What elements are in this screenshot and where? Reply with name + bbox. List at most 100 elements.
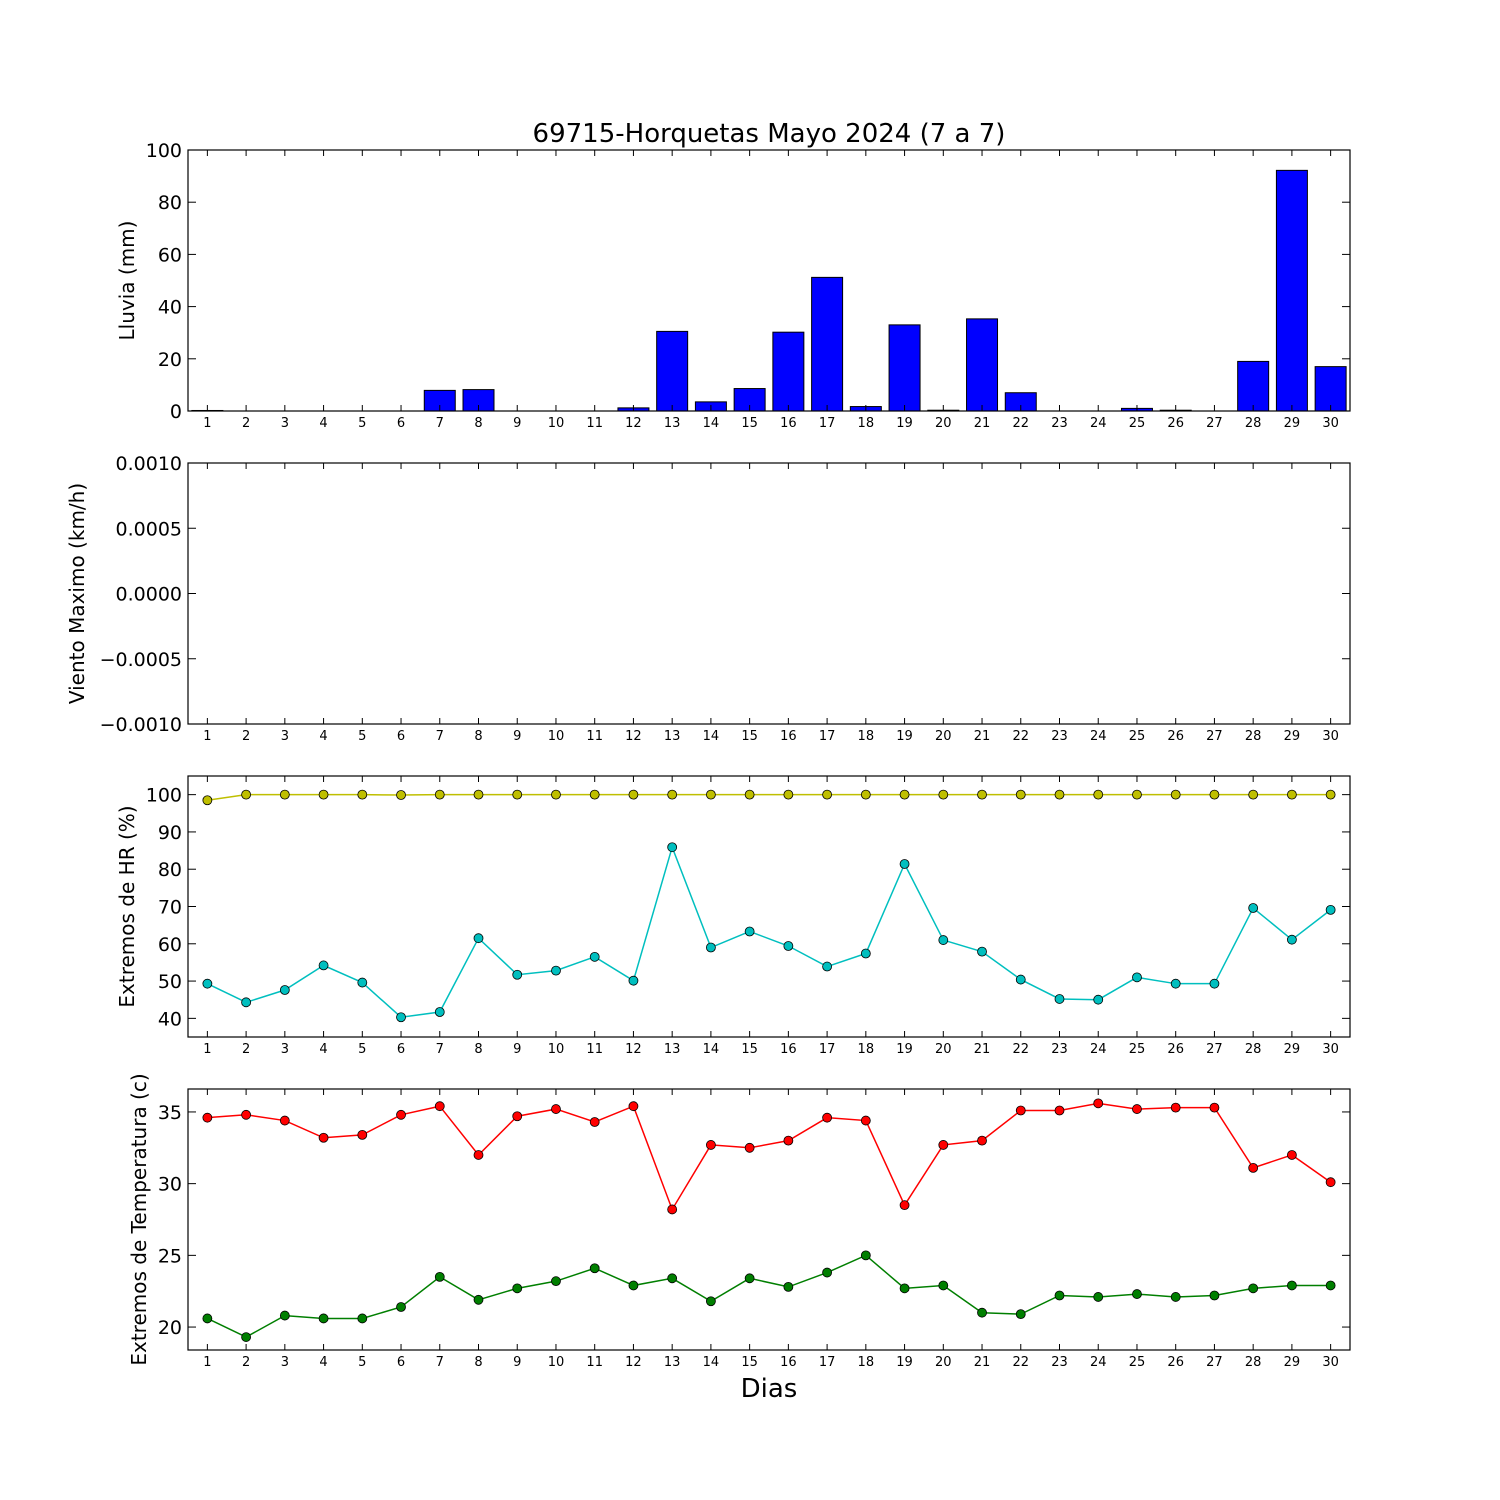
temperature-xtick-label: 25 bbox=[1129, 1355, 1146, 1370]
humidity-data-point bbox=[1015, 974, 1026, 985]
wind-xtick-label: 5 bbox=[358, 729, 366, 744]
humidity-xtick-label: 23 bbox=[1051, 1042, 1068, 1057]
humidity-data-point bbox=[512, 969, 523, 980]
humidity-xtick-label: 9 bbox=[513, 1042, 521, 1057]
temperature-data-point bbox=[977, 1135, 987, 1146]
temperature-xtick-label: 23 bbox=[1051, 1355, 1068, 1370]
humidity-xtick-label: 20 bbox=[935, 1042, 952, 1057]
humidity-xtick-label: 28 bbox=[1245, 1042, 1262, 1057]
temperature-xtick-label: 19 bbox=[896, 1355, 913, 1370]
wind-xtick-label: 14 bbox=[703, 729, 720, 744]
temperature-xtick-label: 15 bbox=[741, 1355, 758, 1370]
rain-xtick-label: 11 bbox=[586, 416, 603, 431]
humidity-data-point bbox=[551, 965, 561, 976]
rain-ytick-label: 0 bbox=[170, 401, 182, 423]
temperature-data-point bbox=[473, 1294, 484, 1305]
humidity-data-point bbox=[1287, 934, 1297, 945]
humidity-xtick-label: 18 bbox=[858, 1042, 875, 1057]
humidity-data-point bbox=[977, 946, 987, 957]
rain-xtick-label: 21 bbox=[974, 416, 991, 431]
rain-xtick-label: 22 bbox=[1012, 416, 1029, 431]
rain-xtick-label: 20 bbox=[935, 416, 952, 431]
rain-xtick-label: 30 bbox=[1322, 416, 1339, 431]
humidity-xtick-label: 3 bbox=[281, 1042, 289, 1057]
temperature-data-point bbox=[241, 1109, 252, 1120]
humidity-data-point bbox=[1209, 789, 1220, 800]
rain-xtick-label: 17 bbox=[819, 416, 836, 431]
humidity-data-point bbox=[822, 789, 832, 800]
humidity-data-point bbox=[589, 789, 600, 800]
humidity-data-point bbox=[628, 975, 639, 986]
humidity-data-point bbox=[744, 789, 755, 800]
humidity-data-point bbox=[473, 789, 484, 800]
temperature-data-point bbox=[202, 1313, 213, 1324]
humidity-data-point bbox=[241, 997, 252, 1008]
wind-xtick-label: 13 bbox=[664, 729, 681, 744]
humidity-xtick-label: 29 bbox=[1284, 1042, 1301, 1057]
temperature-data-point bbox=[396, 1302, 406, 1312]
temperature-data-point bbox=[899, 1200, 910, 1211]
humidity-data-point bbox=[860, 789, 871, 800]
temperature-data-point bbox=[279, 1115, 290, 1126]
temperature-data-point bbox=[1054, 1105, 1065, 1116]
humidity-data-point bbox=[1132, 789, 1142, 800]
rain-ytick-label: 60 bbox=[158, 244, 182, 266]
temperature-data-point bbox=[822, 1267, 832, 1278]
rain-ytick-label: 100 bbox=[146, 140, 182, 162]
humidity-data-point bbox=[899, 859, 910, 869]
rain-xtick-label: 7 bbox=[436, 416, 444, 431]
wind-xtick-label: 16 bbox=[780, 729, 797, 744]
humidity-data-point bbox=[589, 951, 600, 962]
temperature-data-point bbox=[318, 1313, 329, 1324]
temperature-data-point bbox=[860, 1115, 871, 1126]
wind-ytick-label: 0.0000 bbox=[116, 584, 182, 606]
humidity-data-point bbox=[1170, 978, 1181, 989]
temperature-data-point bbox=[551, 1276, 561, 1287]
humidity-data-point bbox=[822, 961, 832, 972]
temperature-data-point bbox=[512, 1111, 523, 1122]
temperature-xtick-label: 4 bbox=[319, 1355, 327, 1370]
humidity-data-point bbox=[241, 789, 252, 800]
temperature-data-point bbox=[1054, 1290, 1065, 1301]
temperature-axes-frame bbox=[187, 1088, 1351, 1351]
humidity-xtick-label: 7 bbox=[436, 1042, 444, 1057]
wind-ytick-label: 0.0005 bbox=[116, 518, 182, 540]
temperature-data-point bbox=[938, 1140, 949, 1150]
humidity-xtick-label: 22 bbox=[1012, 1042, 1029, 1057]
humidity-xtick-label: 6 bbox=[397, 1042, 405, 1057]
humidity-data-point bbox=[279, 789, 290, 800]
humidity-xtick-label: 17 bbox=[819, 1042, 836, 1057]
chart-title: 69715-Horquetas Mayo 2024 (7 a 7) bbox=[533, 119, 1006, 149]
temperature-data-point bbox=[1287, 1280, 1297, 1291]
rain-ytick-label: 80 bbox=[158, 192, 182, 214]
wind-ytick-label: 0.0010 bbox=[116, 453, 182, 475]
temperature-xtick-label: 14 bbox=[703, 1355, 720, 1370]
humidity-data-point bbox=[706, 942, 716, 953]
wind-xtick-label: 9 bbox=[513, 729, 521, 744]
wind-xtick-label: 21 bbox=[974, 729, 991, 744]
humidity-data-point bbox=[667, 789, 678, 800]
temperature-xtick-label: 21 bbox=[974, 1355, 991, 1370]
humidity-xtick-label: 27 bbox=[1206, 1042, 1223, 1057]
humidity-xtick-label: 24 bbox=[1090, 1042, 1107, 1057]
wind-ytick-label: −0.0010 bbox=[100, 714, 182, 736]
rain-xtick-label: 12 bbox=[625, 416, 642, 431]
temperature-xtick-label: 27 bbox=[1206, 1355, 1223, 1370]
temperature-data-point bbox=[357, 1129, 368, 1140]
humidity-data-point bbox=[783, 789, 794, 800]
humidity-data-point bbox=[434, 789, 445, 800]
humidity-xtick-label: 11 bbox=[586, 1042, 603, 1057]
temperature-data-point bbox=[667, 1204, 678, 1215]
wind-xtick-label: 10 bbox=[548, 729, 565, 744]
temperature-series-line bbox=[207, 1102, 1332, 1212]
temperature-data-point bbox=[1093, 1098, 1104, 1109]
humidity-data-point bbox=[706, 789, 716, 800]
humidity-data-point bbox=[1093, 994, 1104, 1005]
rain-bar bbox=[1237, 360, 1270, 412]
rain-xtick-label: 15 bbox=[741, 416, 758, 431]
temperature-xtick-label: 5 bbox=[358, 1355, 366, 1370]
wind-xtick-label: 7 bbox=[436, 729, 444, 744]
humidity-xtick-label: 10 bbox=[548, 1042, 565, 1057]
